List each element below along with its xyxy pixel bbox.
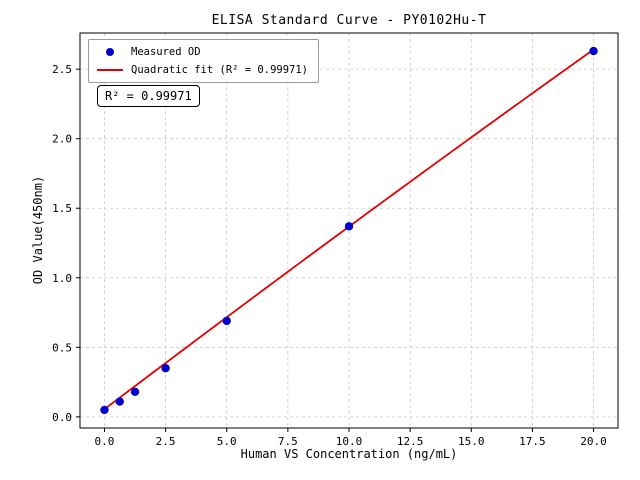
r-squared-annotation: R² = 0.99971 <box>97 85 200 107</box>
y-tick-label: 0.0 <box>52 411 72 424</box>
data-point <box>222 316 231 326</box>
x-tick-label: 7.5 <box>278 435 298 448</box>
x-tick-label: 15.0 <box>458 435 485 448</box>
x-axis-label: Human VS Concentration (ng/mL) <box>240 447 458 461</box>
y-tick-label: 1.5 <box>52 202 72 215</box>
x-tick-label: 10.0 <box>336 435 363 448</box>
legend-label-measured-od: Measured OD <box>131 46 201 58</box>
y-axis-label: OD Value(450nm) <box>31 175 45 285</box>
data-point <box>100 405 109 415</box>
legend-item-measured-od: Measured OD <box>97 46 308 58</box>
legend-swatch-area <box>97 69 123 71</box>
legend-swatch-area <box>97 48 123 56</box>
y-tick-label: 0.5 <box>52 341 72 354</box>
data-point <box>161 363 170 373</box>
legend-item-quadratic-fit: Quadratic fit (R² = 0.99971) <box>97 64 308 76</box>
y-tick-label: 2.0 <box>52 133 72 146</box>
line-marker-icon <box>97 69 123 71</box>
data-point <box>589 46 598 56</box>
y-tick-label: 2.5 <box>52 63 72 76</box>
x-tick-label: 0.0 <box>95 435 115 448</box>
chart-title: ELISA Standard Curve - PY0102Hu-T <box>211 13 487 28</box>
data-point <box>344 222 354 231</box>
x-tick-label: 20.0 <box>580 435 607 448</box>
x-tick-label: 5.0 <box>217 435 237 448</box>
legend: Measured OD Quadratic fit (R² = 0.99971) <box>88 39 320 83</box>
x-tick-label: 2.5 <box>156 435 176 448</box>
data-point <box>115 397 124 406</box>
x-tick-label: 12.5 <box>397 435 424 448</box>
data-point <box>130 387 140 397</box>
legend-label-quadratic-fit: Quadratic fit (R² = 0.99971) <box>131 64 309 76</box>
scatter-marker-icon <box>106 48 114 56</box>
x-tick-label: 17.5 <box>519 435 546 448</box>
y-tick-label: 1.0 <box>52 272 72 285</box>
